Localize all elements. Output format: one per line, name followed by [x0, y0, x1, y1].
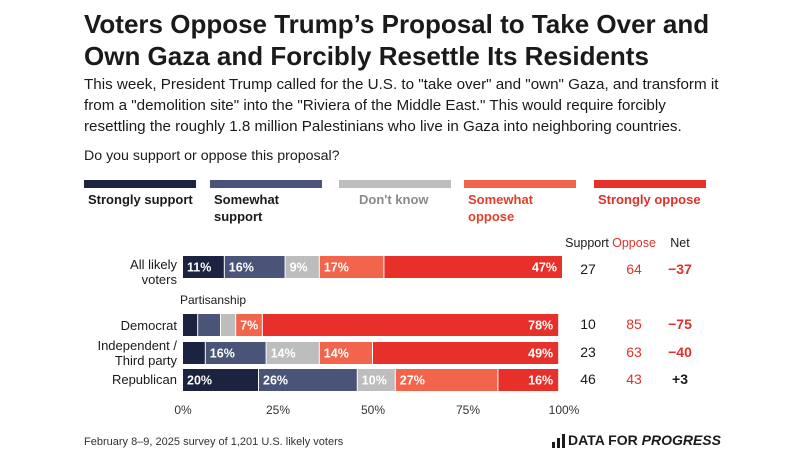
legend-item-strongly-support: Strongly support	[84, 180, 196, 208]
column-header-net: Net	[670, 236, 690, 250]
brand-name: DATA FOR PROGRESS	[568, 432, 721, 448]
bar-segment	[498, 369, 559, 391]
bar-data-label: 17%	[324, 261, 349, 275]
legend-label: Somewhat support	[214, 192, 280, 224]
oppose-total: 63	[626, 344, 642, 360]
bar-data-label: 27%	[400, 374, 425, 388]
bar-segment	[183, 256, 224, 278]
x-tick-label: 0%	[174, 403, 192, 417]
bar-segment	[266, 342, 319, 364]
bar-segment	[183, 342, 205, 364]
bar-segment	[205, 342, 266, 364]
bar-data-label: 7%	[240, 319, 258, 333]
bar-segment	[198, 314, 220, 336]
x-tick-label: 75%	[455, 403, 481, 417]
bar-data-label: 20%	[187, 374, 212, 388]
bar-segment	[319, 256, 384, 278]
legend-swatch	[210, 180, 322, 188]
bar-segment	[357, 369, 395, 391]
oppose-total: 64	[626, 261, 642, 277]
x-tick-label: 25%	[265, 403, 291, 417]
bar-segment	[395, 369, 498, 391]
bar-segment	[319, 342, 372, 364]
bar-data-label: 26%	[263, 374, 288, 388]
bar-data-label: 10%	[362, 374, 387, 388]
legend-item-somewhat-oppose: Somewhat oppose	[464, 180, 576, 225]
bar-data-label: 78%	[528, 319, 553, 333]
chart-title: Voters Oppose Trump’s Proposal to Take O…	[84, 9, 710, 71]
oppose-total: 85	[626, 316, 642, 332]
section-label-partisanship: Partisanship	[180, 293, 247, 307]
bar-segment	[183, 369, 258, 391]
row-label-democrat: Democrat	[120, 318, 177, 333]
legend-label: Somewhat oppose	[468, 192, 534, 224]
bar-segment	[221, 314, 236, 336]
bar-segment	[373, 342, 559, 364]
legend-item-dont-know: Don't know	[339, 180, 451, 208]
row-label-independent: Independent / Third party	[97, 338, 177, 368]
bar-data-label: 14%	[271, 347, 296, 361]
legend-label: Strongly oppose	[598, 192, 701, 207]
chart-subtitle: This week, President Trump called for th…	[84, 76, 719, 135]
bar-data-label: 14%	[324, 347, 349, 361]
support-total: 46	[580, 371, 596, 387]
column-header-oppose: Oppose	[612, 236, 656, 250]
x-tick-label: 50%	[360, 403, 386, 417]
x-tick-label: 100%	[548, 403, 580, 417]
net-total: +3	[672, 371, 688, 387]
legend-swatch	[594, 180, 706, 188]
brand-name-part1: DATA FOR	[568, 432, 642, 448]
legend-item-somewhat-support: Somewhat support	[210, 180, 322, 225]
support-total: 10	[580, 316, 596, 332]
support-total: 23	[580, 344, 596, 360]
bar-segment	[285, 256, 319, 278]
legend-item-strongly-oppose: Strongly oppose	[594, 180, 706, 208]
legend-label: Strongly support	[88, 192, 193, 207]
bar-data-label: 47%	[532, 261, 557, 275]
bar-segment	[384, 256, 562, 278]
bar-data-label: 16%	[528, 374, 553, 388]
bar-segment	[259, 369, 357, 391]
bar-data-label: 11%	[187, 261, 211, 275]
net-total: −75	[668, 316, 692, 332]
column-header-support: Support	[565, 236, 609, 250]
row-label-all-voters: All likely voters	[130, 257, 177, 287]
bar-data-label: 16%	[229, 261, 254, 275]
bar-segment	[236, 314, 262, 336]
bar-chart-icon	[552, 434, 565, 448]
survey-question: Do you support or oppose this proposal?	[84, 148, 340, 164]
bar-data-label: 49%	[528, 347, 553, 361]
brand-name-part2: PROGRESS	[641, 432, 721, 448]
survey-footnote: February 8–9, 2025 survey of 1,201 U.S. …	[84, 436, 344, 448]
net-total: −37	[668, 261, 692, 277]
legend-swatch	[464, 180, 576, 188]
bar-segment	[224, 256, 285, 278]
support-total: 27	[580, 261, 596, 277]
legend-swatch	[84, 180, 196, 188]
net-total: −40	[668, 344, 692, 360]
legend-label: Don't know	[359, 192, 429, 207]
legend-swatch	[339, 180, 451, 188]
oppose-total: 43	[626, 371, 642, 387]
bar-data-label: 16%	[210, 347, 235, 361]
bar-segment	[262, 314, 559, 336]
bar-data-label: 9%	[290, 261, 308, 275]
bar-segment	[183, 314, 198, 336]
row-label-republican: Republican	[111, 372, 177, 387]
